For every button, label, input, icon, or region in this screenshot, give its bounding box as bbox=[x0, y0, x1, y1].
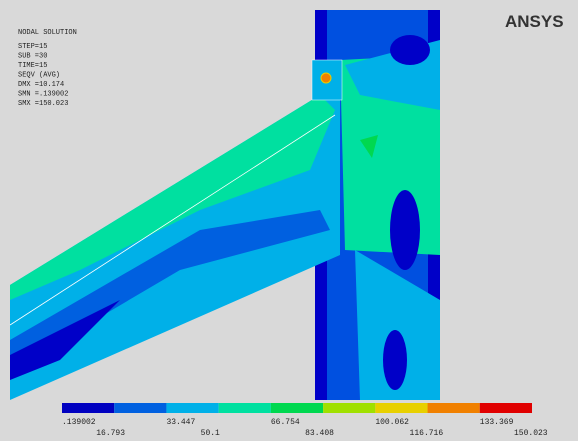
stress-region bbox=[383, 330, 407, 390]
header-line: TIME=15 bbox=[18, 62, 47, 70]
legend-label: 150.023 bbox=[514, 429, 548, 438]
legend-label: 83.408 bbox=[305, 429, 334, 438]
legend-label: 50.1 bbox=[201, 429, 220, 438]
ansys-screenshot: NODAL SOLUTION STEP=15 SUB =30TIME=15 SEQV … bbox=[0, 0, 578, 441]
header-line: STEP=15 bbox=[18, 43, 47, 51]
legend-swatch bbox=[166, 403, 218, 413]
header-line: SEQV (AVG) bbox=[18, 72, 60, 80]
bolt-hotspot bbox=[321, 73, 331, 83]
legend-swatch bbox=[480, 403, 532, 413]
header-line: SMN =.139002 bbox=[18, 91, 68, 99]
legend-label: 16.793 bbox=[96, 429, 125, 438]
legend-label: 100.062 bbox=[375, 418, 409, 427]
header-line: DMX =10.174 bbox=[18, 81, 64, 89]
legend-label: 116.716 bbox=[410, 429, 444, 438]
legend-swatch bbox=[323, 403, 375, 413]
legend-swatch bbox=[428, 403, 480, 413]
stress-region bbox=[390, 190, 420, 270]
header-line: NODAL SOLUTION bbox=[18, 29, 77, 37]
legend-swatch bbox=[375, 403, 427, 413]
legend-swatch bbox=[114, 403, 166, 413]
legend-swatch bbox=[219, 403, 271, 413]
header-line: SMX =150.023 bbox=[18, 100, 68, 108]
legend-swatch bbox=[62, 403, 114, 413]
legend-label: 133.369 bbox=[480, 418, 514, 427]
legend-label: 66.754 bbox=[271, 418, 300, 427]
stress-region bbox=[390, 35, 430, 65]
legend-swatch bbox=[271, 403, 323, 413]
legend-label: 33.447 bbox=[166, 418, 195, 427]
header-line: SUB =30 bbox=[18, 53, 47, 61]
logo: ANSYS bbox=[505, 12, 564, 31]
legend-label: .139002 bbox=[62, 418, 96, 427]
